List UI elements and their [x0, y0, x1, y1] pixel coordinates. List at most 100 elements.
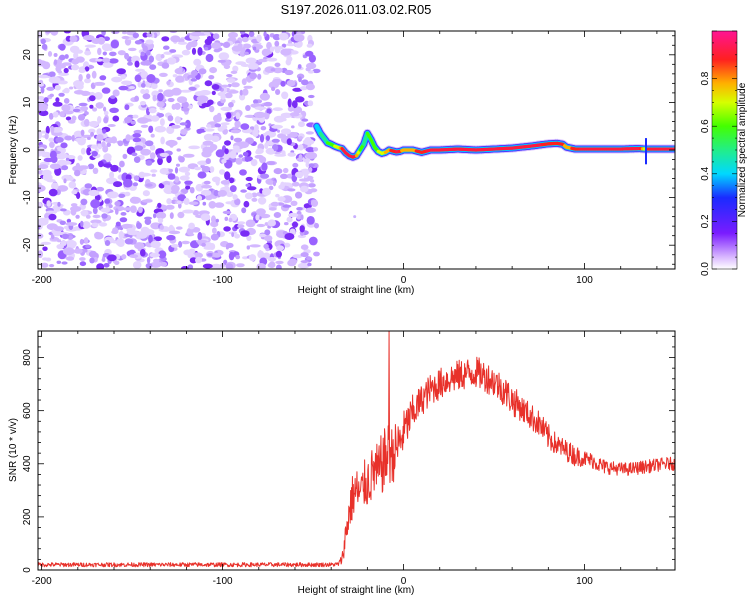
noise-blob	[157, 202, 162, 208]
noise-blob	[245, 219, 256, 228]
noise-blob	[237, 43, 243, 50]
noise-blob	[235, 255, 241, 260]
noise-blob	[197, 47, 203, 56]
noise-blob	[253, 111, 266, 119]
noise-blob	[310, 199, 319, 207]
noise-blob	[92, 107, 98, 112]
noise-blob	[284, 233, 295, 240]
noise-blob	[254, 106, 267, 110]
noise-blob	[268, 185, 274, 191]
noise-blob	[220, 122, 230, 126]
noise-blob	[138, 171, 146, 179]
noise-blob	[97, 143, 103, 150]
noise-blob	[277, 196, 286, 202]
noise-blob	[64, 135, 73, 141]
noise-blob	[159, 152, 169, 157]
noise-blob	[48, 188, 58, 197]
noise-blob	[77, 155, 83, 161]
noise-blob	[166, 57, 177, 65]
noise-blob	[58, 72, 69, 76]
noise-blob	[305, 83, 315, 91]
noise-blob	[232, 148, 242, 153]
noise-blob	[122, 207, 134, 211]
noise-blob	[268, 207, 277, 211]
noise-blob	[228, 251, 235, 261]
noise-blob	[43, 157, 54, 163]
noise-blob	[91, 150, 98, 157]
noise-blob	[297, 262, 310, 269]
noise-blob	[305, 161, 310, 168]
noise-blob	[65, 256, 75, 261]
noise-blob	[151, 173, 156, 177]
noise-blob	[90, 219, 102, 224]
noise-blob	[259, 92, 270, 101]
noise-blob	[282, 167, 289, 174]
noise-blob	[84, 91, 91, 96]
noise-blob	[205, 53, 214, 63]
noise-blob	[103, 110, 109, 116]
noise-blob	[272, 33, 281, 41]
noise-blob	[148, 55, 154, 63]
noise-blob	[45, 257, 52, 262]
noise-blob	[124, 52, 130, 60]
noise-blob	[60, 142, 68, 149]
y-tick-label: -20	[22, 238, 33, 253]
noise-blob	[242, 88, 249, 96]
noise-blob	[49, 93, 54, 98]
noise-blob	[61, 261, 68, 265]
noise-blob	[288, 212, 299, 218]
noise-blob	[307, 100, 314, 107]
noise-blob	[121, 80, 133, 86]
noise-blob	[272, 67, 283, 74]
noise-blob	[231, 82, 240, 88]
colorbar-tick-label: 0.6	[700, 119, 711, 133]
noise-blob	[149, 64, 157, 70]
noise-blob	[132, 32, 139, 39]
noise-region	[38, 31, 321, 269]
noise-blob	[140, 70, 148, 79]
noise-blob	[160, 261, 168, 267]
noise-blob	[167, 115, 174, 122]
noise-blob	[134, 60, 140, 68]
noise-blob	[137, 117, 149, 124]
noise-blob	[89, 95, 96, 102]
noise-blob	[271, 78, 283, 86]
noise-blob	[67, 119, 76, 124]
noise-blob	[115, 238, 125, 246]
noise-blob	[121, 254, 127, 260]
noise-blob	[223, 64, 231, 70]
noise-blob	[240, 47, 246, 53]
noise-blob	[262, 187, 271, 196]
noise-blob	[177, 211, 185, 219]
noise-blob	[209, 166, 215, 173]
noise-blob	[291, 181, 300, 187]
noise-blob	[298, 136, 303, 140]
noise-blob	[281, 91, 289, 100]
noise-blob	[226, 112, 232, 119]
noise-blob	[134, 242, 145, 250]
noise-blob	[78, 74, 83, 82]
noise-blob	[263, 101, 273, 107]
noise-blob	[125, 134, 131, 142]
noise-blob	[280, 112, 293, 119]
noise-blob	[63, 98, 70, 104]
noise-blob	[188, 145, 201, 150]
noise-blob	[251, 192, 258, 198]
noise-blob	[48, 112, 54, 120]
noise-blob	[203, 133, 214, 141]
spectrogram-x-label: Height of straight line (km)	[298, 285, 415, 296]
noise-blob	[122, 31, 127, 35]
noise-blob	[231, 232, 235, 238]
noise-blob	[235, 157, 243, 165]
noise-blob	[85, 244, 91, 249]
noise-blob	[298, 154, 303, 163]
noise-blob	[101, 87, 111, 94]
noise-blob	[229, 185, 237, 193]
noise-blob	[80, 129, 85, 136]
noise-blob	[52, 101, 63, 107]
noise-blob	[71, 58, 80, 65]
noise-blob	[63, 67, 69, 74]
noise-blob	[57, 70, 63, 74]
noise-blob	[140, 51, 145, 57]
